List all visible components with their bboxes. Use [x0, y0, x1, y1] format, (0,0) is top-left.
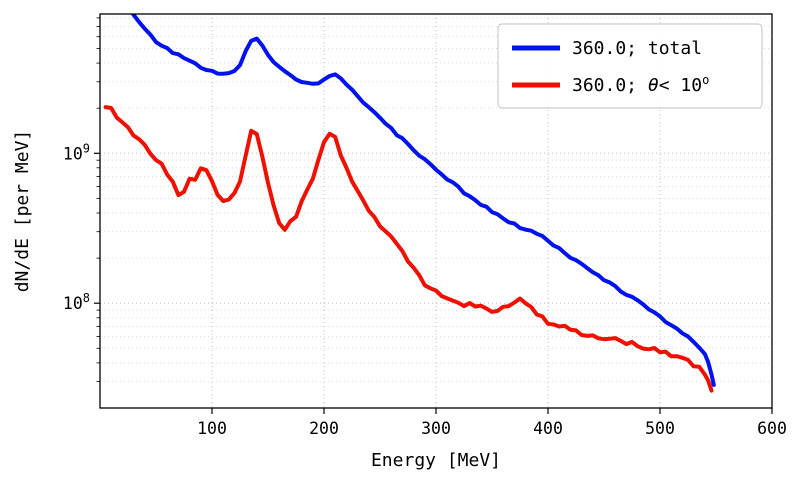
x-tick-label: 400 [533, 419, 563, 438]
y-axis-label: dN/dE [per MeV] [12, 130, 33, 293]
series-theta_lt_10deg-line [103, 105, 714, 393]
x-tick-label: 500 [645, 419, 675, 438]
legend: 360.0; total 360.0; θ< 10o [497, 23, 763, 109]
y-tick-label: 108 [63, 291, 90, 313]
x-axis-label: Energy [MeV] [371, 450, 501, 471]
series-lines [103, 14, 716, 393]
x-tick-label: 100 [197, 419, 227, 438]
x-tick-label: 200 [309, 419, 339, 438]
legend-label-0: 360.0; total [572, 38, 702, 59]
legend-label-1: 360.0; θ< 10o [572, 73, 709, 96]
legend-box [497, 23, 763, 109]
y-tick-label: 109 [63, 141, 90, 163]
series-total-line [130, 14, 716, 387]
x-tick-label: 600 [757, 419, 787, 438]
x-tick-label: 300 [421, 419, 451, 438]
